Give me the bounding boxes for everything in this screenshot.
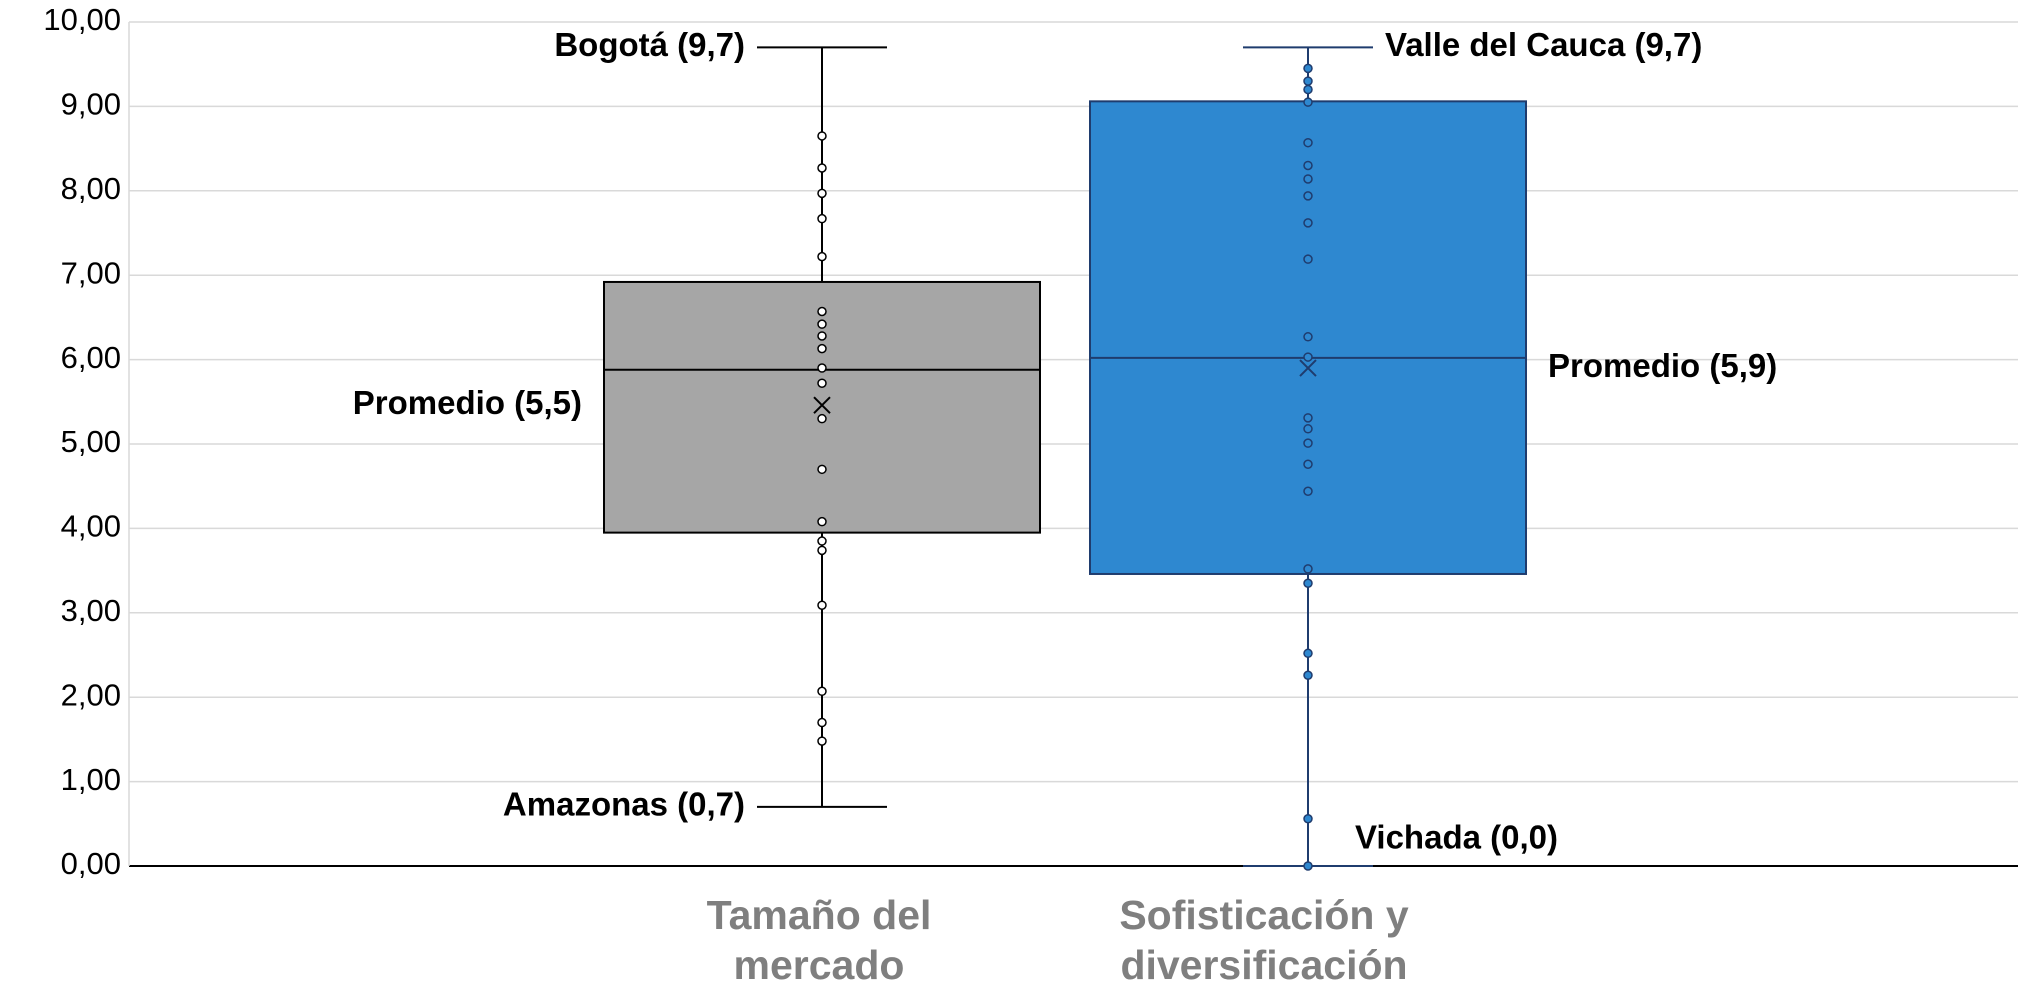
data-point [817,331,827,341]
data-point [817,163,827,173]
data-point [817,464,827,475]
data-point [1303,424,1313,434]
data-point [1303,438,1313,448]
data-point [817,306,827,317]
data-point [1303,578,1313,589]
data-point [1303,670,1313,681]
data-point [817,736,827,746]
data-point [817,251,827,262]
data-point [1303,84,1313,95]
data-point [817,516,827,527]
data-point [1303,63,1313,74]
data-point [1303,76,1313,86]
data-point [817,717,827,728]
data-point [817,686,827,697]
data-point [817,413,827,424]
x-tick-label: Sofisticación y diversificación [1119,892,1409,988]
data-point [817,131,827,141]
data-point [817,545,827,556]
data-point [1303,332,1313,342]
annotation: Promedio (5,5) [353,384,582,421]
mean-marker [1299,359,1317,377]
annotation: Promedio (5,9) [1548,347,1777,384]
annotation: Bogotá (9,7) [554,26,745,63]
data-point [1303,191,1313,201]
y-tick-label: 6,00 [61,340,121,375]
annotation: Vichada (0,0) [1355,819,1558,856]
data-point [817,600,827,610]
annotation: Amazonas (0,7) [503,786,745,823]
data-point [1303,459,1313,470]
y-tick-label: 5,00 [61,424,121,459]
data-point [1303,813,1313,824]
y-tick-label: 0,00 [61,846,121,881]
y-tick-label: 3,00 [61,593,121,628]
data-point [1303,97,1313,107]
data-point [817,536,827,546]
data-point [1303,648,1313,659]
y-tick-label: 1,00 [61,762,121,797]
data-point [1303,413,1313,423]
y-tick-label: 10,00 [43,2,121,37]
annotation: Valle del Cauca (9,7) [1385,26,1702,63]
data-point [1303,486,1313,497]
data-point [817,188,827,199]
y-tick-label: 7,00 [61,255,121,290]
y-tick-label: 9,00 [61,87,121,122]
data-point [817,378,827,388]
y-tick-label: 2,00 [61,677,121,712]
data-point [1303,174,1313,184]
data-point [817,213,827,224]
data-point [817,363,827,373]
data-point [817,343,827,354]
data-point [1303,254,1313,264]
data-point [817,319,827,329]
x-tick-label: Tamaño del mercado [706,892,932,988]
data-point [1303,160,1313,171]
mean-marker [813,396,831,414]
data-point [1303,352,1313,362]
y-tick-label: 8,00 [61,171,121,206]
data-point [1303,564,1313,574]
y-tick-label: 4,00 [61,509,121,544]
data-point [1303,218,1313,228]
data-point [1303,137,1313,148]
data-point [1303,861,1313,871]
